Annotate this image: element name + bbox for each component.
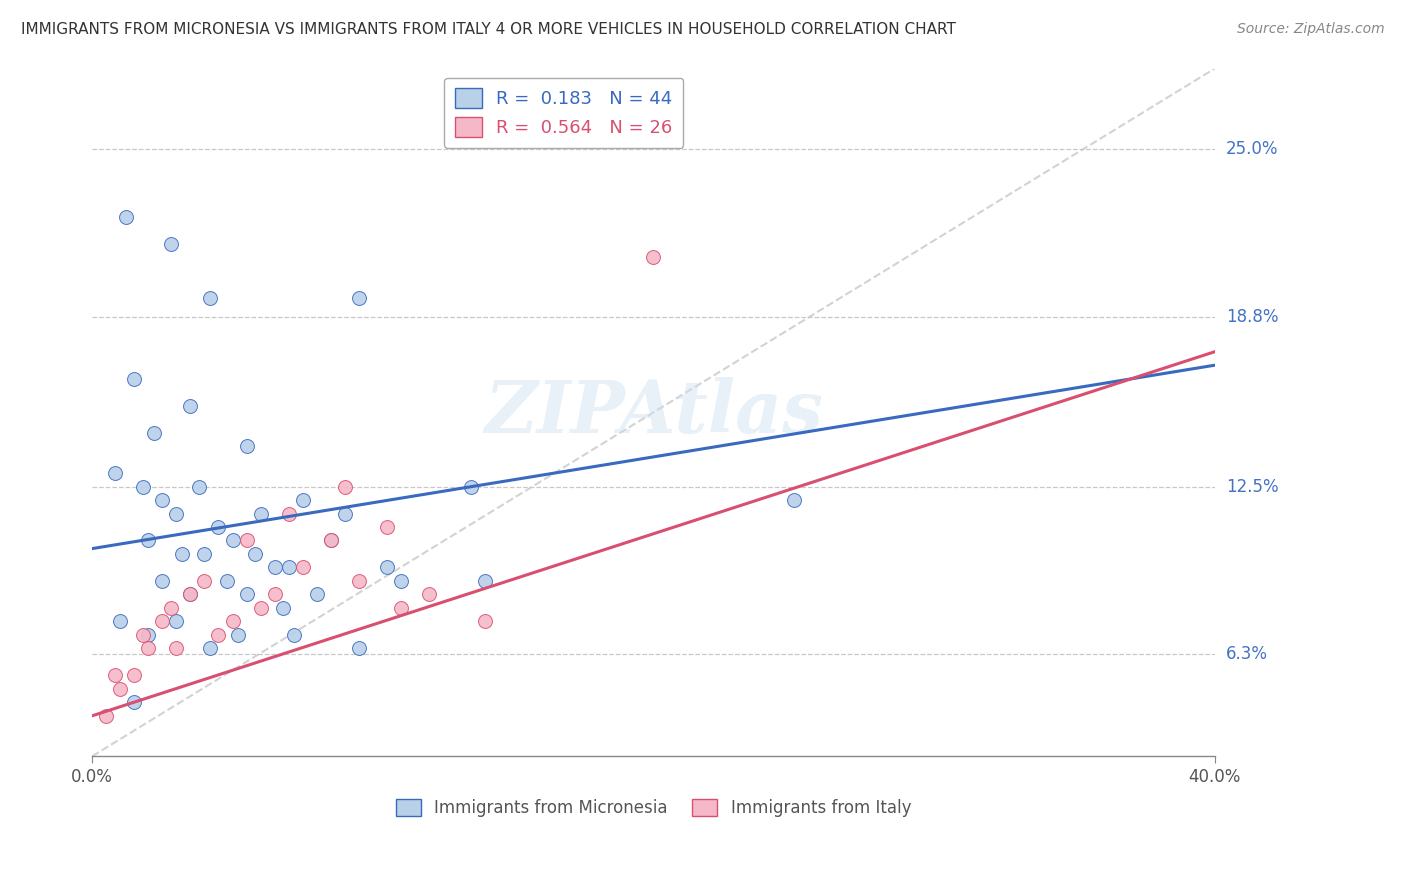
Point — [124, 695, 146, 709]
Point — [165, 507, 187, 521]
Point — [375, 520, 398, 534]
Point — [150, 615, 173, 629]
Point — [142, 425, 165, 440]
Point — [179, 399, 201, 413]
Point — [221, 533, 243, 548]
Point — [235, 439, 257, 453]
Point — [179, 587, 201, 601]
Point — [375, 560, 398, 574]
Point — [418, 587, 440, 601]
Point — [263, 587, 285, 601]
Text: 25.0%: 25.0% — [1226, 140, 1278, 159]
Point — [193, 547, 215, 561]
Point — [170, 547, 193, 561]
Point — [474, 615, 496, 629]
Point — [291, 560, 314, 574]
Point — [249, 507, 271, 521]
Point — [96, 708, 118, 723]
Point — [474, 574, 496, 588]
Point — [207, 628, 229, 642]
Point — [104, 466, 127, 480]
Point — [110, 615, 132, 629]
Point — [460, 479, 482, 493]
Point — [347, 291, 370, 305]
Point — [319, 533, 342, 548]
Point — [136, 641, 159, 656]
Point — [347, 641, 370, 656]
Point — [124, 668, 146, 682]
Point — [150, 493, 173, 508]
Point — [179, 587, 201, 601]
Point — [291, 493, 314, 508]
Point — [783, 493, 806, 508]
Point — [319, 533, 342, 548]
Point — [110, 681, 132, 696]
Point — [305, 587, 328, 601]
Point — [221, 615, 243, 629]
Point — [333, 479, 356, 493]
Text: 6.3%: 6.3% — [1226, 645, 1268, 663]
Point — [283, 628, 305, 642]
Point — [198, 641, 221, 656]
Point — [159, 601, 181, 615]
Point — [277, 507, 299, 521]
Point — [235, 587, 257, 601]
Point — [104, 668, 127, 682]
Point — [115, 210, 138, 224]
Point — [277, 560, 299, 574]
Point — [136, 628, 159, 642]
Point — [124, 372, 146, 386]
Text: IMMIGRANTS FROM MICRONESIA VS IMMIGRANTS FROM ITALY 4 OR MORE VEHICLES IN HOUSEH: IMMIGRANTS FROM MICRONESIA VS IMMIGRANTS… — [21, 22, 956, 37]
Point — [150, 574, 173, 588]
Text: ZIPAtlas: ZIPAtlas — [484, 377, 823, 448]
Point — [159, 236, 181, 251]
Point — [263, 560, 285, 574]
Point — [235, 533, 257, 548]
Point — [131, 479, 153, 493]
Text: 18.8%: 18.8% — [1226, 308, 1278, 326]
Text: Source: ZipAtlas.com: Source: ZipAtlas.com — [1237, 22, 1385, 37]
Point — [243, 547, 266, 561]
Point — [165, 641, 187, 656]
Point — [193, 574, 215, 588]
Point — [187, 479, 209, 493]
Point — [271, 601, 294, 615]
Point — [389, 601, 412, 615]
Point — [165, 615, 187, 629]
Point — [215, 574, 238, 588]
Point — [207, 520, 229, 534]
Point — [226, 628, 249, 642]
Point — [333, 507, 356, 521]
Point — [131, 628, 153, 642]
Point — [198, 291, 221, 305]
Text: 12.5%: 12.5% — [1226, 477, 1278, 496]
Point — [643, 250, 665, 264]
Point — [136, 533, 159, 548]
Legend: Immigrants from Micronesia, Immigrants from Italy: Immigrants from Micronesia, Immigrants f… — [389, 792, 918, 823]
Point — [249, 601, 271, 615]
Point — [347, 574, 370, 588]
Point — [389, 574, 412, 588]
